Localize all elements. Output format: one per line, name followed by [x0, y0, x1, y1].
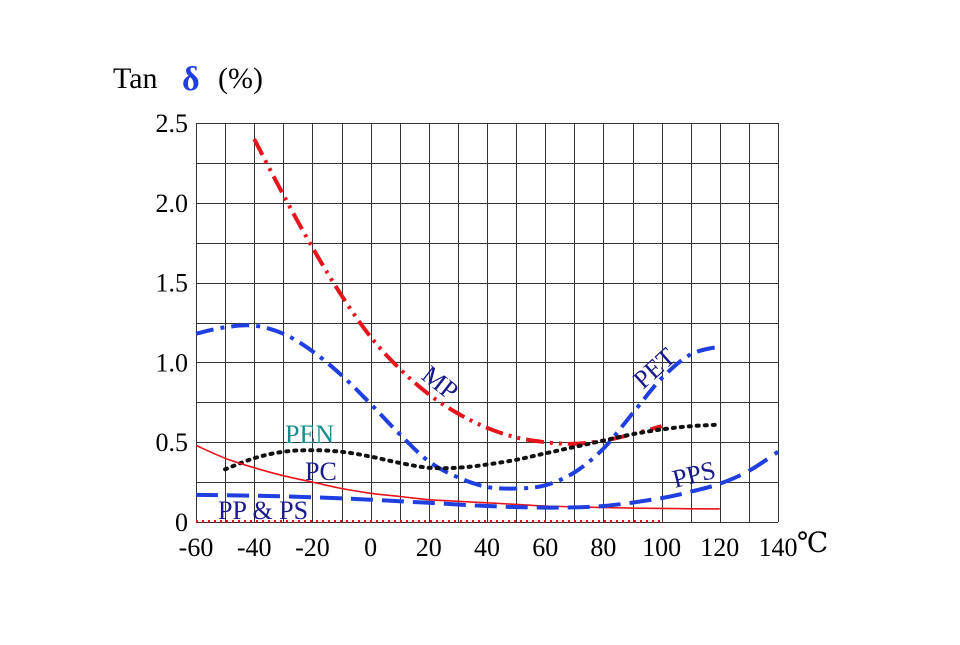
title-suffix: (%) — [218, 62, 263, 95]
x-tick-label: 40 — [474, 533, 500, 562]
y-tick-label: 0 — [175, 508, 188, 537]
x-tick-label: 60 — [532, 533, 558, 562]
x-tick-label: -40 — [237, 533, 272, 562]
series-line-mp — [252, 138, 663, 446]
x-tick-label: 140 — [759, 533, 798, 562]
y-tick-label: 1.5 — [156, 269, 189, 298]
series-label-pp-ps: PP & PS — [218, 496, 308, 525]
x-tick-label: 100 — [642, 533, 681, 562]
chart-title: Tan δ (%) — [113, 61, 263, 98]
x-tick-label: 20 — [416, 533, 442, 562]
title-prefix: Tan — [113, 62, 158, 95]
x-axis-unit: ℃ — [797, 528, 828, 559]
x-tick-label: 80 — [590, 533, 616, 562]
y-tick-label: 0.5 — [156, 428, 189, 457]
x-axis-ticks: -60 -40 -20 0 20 40 60 80 100 120 140 — [179, 533, 798, 562]
series-label-pen: PEN — [285, 420, 334, 449]
title-symbol: δ — [182, 61, 200, 98]
series-label-mp: MP — [416, 360, 463, 406]
series-line-pps — [195, 450, 780, 510]
grid — [196, 123, 779, 523]
series-layer — [195, 138, 780, 523]
x-tick-label: -60 — [179, 533, 214, 562]
y-tick-label: 1.0 — [156, 348, 189, 377]
y-tick-label: 2.5 — [156, 109, 189, 138]
series-line-pet — [195, 323, 721, 491]
y-axis-ticks: 0 0.5 1.0 1.5 2.0 2.5 — [156, 109, 189, 537]
x-tick-label: 0 — [364, 533, 377, 562]
x-tick-label: 120 — [700, 533, 739, 562]
y-tick-label: 2.0 — [156, 189, 189, 218]
series-label-pet: PET — [628, 342, 682, 395]
series-label-pc: PC — [305, 457, 337, 486]
series-line-pc — [195, 444, 720, 510]
x-tick-label: -20 — [295, 533, 330, 562]
series-line-pen — [223, 422, 722, 472]
